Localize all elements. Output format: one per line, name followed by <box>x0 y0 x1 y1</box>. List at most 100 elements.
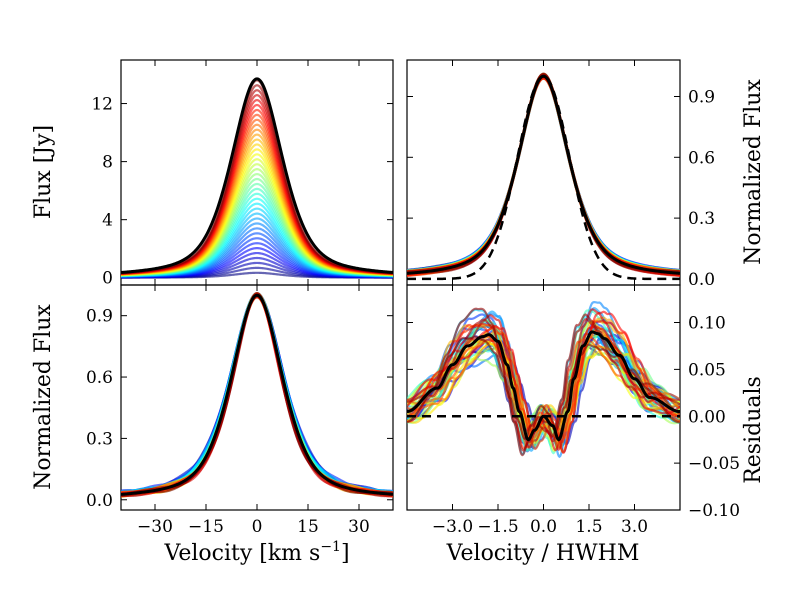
y-tick-label: 8 <box>102 153 113 173</box>
family-line <box>121 294 393 498</box>
family-line <box>407 72 680 273</box>
family-line <box>121 292 393 497</box>
family-line <box>407 73 680 274</box>
total-line <box>121 77 393 274</box>
family-line <box>407 73 680 273</box>
family-line <box>407 73 680 274</box>
x-tick-label: 30 <box>348 517 370 537</box>
family-line <box>407 74 680 276</box>
family-line <box>121 295 393 497</box>
family-line <box>121 292 393 497</box>
family-line <box>121 294 393 498</box>
axes-frame <box>120 284 394 511</box>
family-line <box>407 73 680 274</box>
family-line <box>407 75 680 275</box>
family-line <box>407 77 680 277</box>
family-line <box>121 295 393 498</box>
total-line <box>407 74 680 275</box>
family-line <box>407 77 680 277</box>
family-line <box>121 293 393 496</box>
ylabel-top-left: Flux [Jy] <box>31 125 56 219</box>
family-line <box>121 89 393 275</box>
x-tick-label: 3.0 <box>621 517 648 537</box>
family-line <box>121 292 393 496</box>
family-line <box>407 77 680 276</box>
family-line <box>121 296 393 496</box>
family-line <box>121 293 393 497</box>
family-line <box>121 292 393 496</box>
series-group <box>121 292 393 498</box>
family-line <box>121 292 393 495</box>
family-line <box>121 295 393 498</box>
family-line <box>407 77 680 277</box>
y-tick-label: 0.0 <box>688 270 715 290</box>
family-line <box>121 292 393 497</box>
xlabel-bottom-left-end: ] <box>341 541 350 566</box>
axes-frame <box>120 59 394 286</box>
x-tick-label: −30 <box>137 517 173 537</box>
family-line <box>407 73 680 275</box>
family-line <box>121 295 393 497</box>
family-line <box>407 73 680 273</box>
y-tick-label: 0.0 <box>86 491 113 511</box>
family-line <box>407 308 680 451</box>
family-line <box>121 295 393 497</box>
family-line <box>121 295 393 497</box>
x-tick-label: 15 <box>297 517 319 537</box>
family-line <box>407 77 680 276</box>
xlabel-bottom-left: Velocity [km s−1] <box>163 539 349 566</box>
family-line <box>121 296 393 496</box>
family-line <box>121 296 393 497</box>
x-tick-label: −1.5 <box>477 517 518 537</box>
series-group <box>407 301 680 459</box>
y-tick-label: 0 <box>102 269 113 289</box>
family-line <box>407 76 680 277</box>
family-line <box>121 292 393 496</box>
y-tick-label: 0.3 <box>86 429 113 449</box>
family-line <box>407 76 680 277</box>
family-line <box>121 296 393 497</box>
family-line <box>407 77 680 277</box>
family-line <box>121 293 393 498</box>
family-line <box>407 76 680 276</box>
family-line <box>407 76 680 277</box>
family-line <box>121 294 393 496</box>
family-line <box>407 72 680 272</box>
family-line <box>407 76 680 276</box>
family-line <box>407 76 680 277</box>
xlabel-bottom-left-main: Velocity [km s <box>163 541 320 566</box>
y-tick-label: −0.05 <box>688 454 740 474</box>
y-tick-label: 0.05 <box>688 360 726 380</box>
family-line <box>407 74 680 274</box>
y-tick-label: 4 <box>102 211 113 231</box>
family-line <box>407 73 680 274</box>
family-line <box>121 292 393 497</box>
family-line <box>407 72 680 273</box>
family-line <box>121 292 393 496</box>
y-tick-label: −0.10 <box>688 501 740 521</box>
panel-bottom-right: −0.10 −0.05 0.00 0.05 0.10 −3.0 −1.5 0.0 1.5 3.0 <box>406 284 740 537</box>
ylabel-bottom-left: Normalized Flux <box>31 304 56 490</box>
x-tick-label: −3.0 <box>432 517 473 537</box>
x-tick-label: 0 <box>252 517 263 537</box>
y-tick-label: 0.9 <box>86 307 113 327</box>
family-line <box>407 74 680 275</box>
y-tick-label: 0.6 <box>86 368 113 388</box>
family-line <box>121 293 393 496</box>
family-line <box>407 73 680 273</box>
total-line <box>121 293 393 496</box>
family-line <box>121 294 393 498</box>
y-tick-label: 12 <box>91 95 113 115</box>
series-group <box>121 77 393 279</box>
x-tick-label: 0.0 <box>530 517 557 537</box>
y-tick-label: 0.3 <box>688 209 715 229</box>
family-line <box>121 292 393 495</box>
family-line <box>407 75 680 276</box>
family-line <box>407 77 680 277</box>
family-line <box>121 292 393 497</box>
x-tick-label: −15 <box>188 517 224 537</box>
panel-top-left: 0 4 8 12 <box>91 59 394 289</box>
family-line <box>407 73 680 273</box>
family-line <box>407 75 680 275</box>
